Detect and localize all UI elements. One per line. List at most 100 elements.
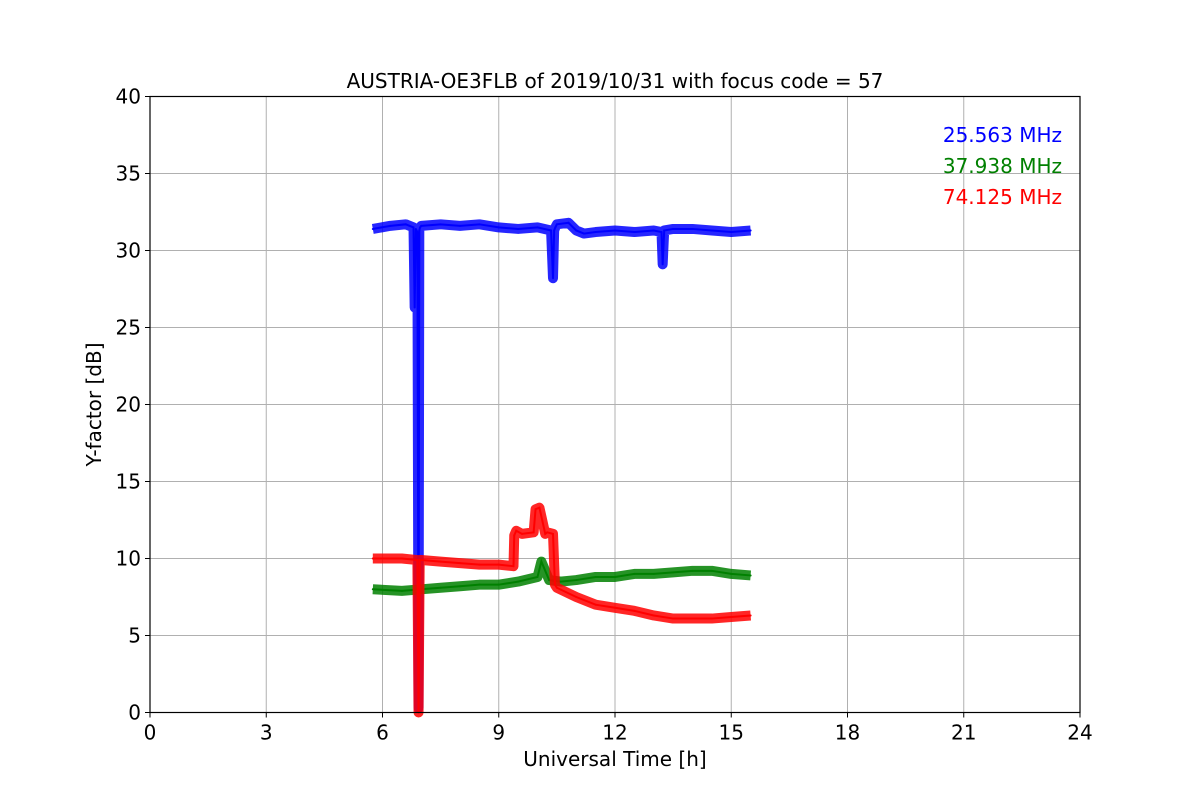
series-2-point <box>548 579 551 582</box>
series-1-point <box>389 224 392 227</box>
series-1-point <box>660 231 663 234</box>
series-1-point <box>371 227 374 230</box>
series-3-point <box>672 617 675 620</box>
series-3-point <box>478 563 481 566</box>
series-1-point <box>478 223 481 226</box>
series-3-point <box>553 583 556 586</box>
series-3-point <box>691 617 694 620</box>
series-1-point <box>536 226 539 229</box>
series-3-point <box>420 559 423 562</box>
series-3-point <box>730 616 733 619</box>
series-3-point <box>652 614 655 617</box>
series-2-point <box>478 583 481 586</box>
y-tick-label: 30 <box>116 239 141 263</box>
series-1-point <box>420 224 423 227</box>
series-1-point <box>652 229 655 232</box>
series-3-point <box>418 559 421 562</box>
chart-title: AUSTRIA-OE3FLB of 2019/10/31 with focus … <box>347 69 884 93</box>
series-1-point <box>419 226 422 229</box>
legend-entry-3: 74.125 MHz <box>943 185 1062 209</box>
series-1-point <box>414 227 417 230</box>
series-1-point <box>661 263 664 266</box>
series-1-point <box>416 231 419 234</box>
series-1-point <box>614 229 616 232</box>
series-1-point <box>567 221 570 224</box>
series-3-point <box>513 534 516 537</box>
series-3-point <box>532 531 535 534</box>
series-2-point <box>540 560 543 563</box>
series-3-point <box>594 603 597 606</box>
series-2-point <box>536 575 539 578</box>
y-tick-label: 5 <box>128 624 141 648</box>
series-3-point <box>416 559 419 562</box>
series-3-point <box>633 609 636 612</box>
series-1-point <box>439 223 442 226</box>
series-1-point <box>691 227 694 230</box>
legend: 25.563 MHz 37.938 MHz 74.125 MHz <box>943 123 1062 209</box>
series-1-point <box>710 229 713 232</box>
x-tick-label: 3 <box>260 721 273 745</box>
x-tick-label: 18 <box>835 721 860 745</box>
series-2-point <box>691 569 694 572</box>
series-2-point <box>400 589 403 592</box>
series-3-point <box>555 586 558 589</box>
y-tick-label: 0 <box>128 701 141 725</box>
series-1-point <box>554 226 557 229</box>
series-3-point <box>512 565 515 568</box>
series-1-point <box>550 229 553 232</box>
series-2-point <box>710 569 713 572</box>
series-3-point <box>515 529 518 532</box>
x-tick-label: 6 <box>376 721 389 745</box>
series-3-point <box>546 531 549 534</box>
x-tick-label: 21 <box>951 721 976 745</box>
series-3-point <box>544 532 547 535</box>
x-tick-label: 9 <box>492 721 505 745</box>
series-1-point <box>672 227 675 230</box>
x-tick-label: 12 <box>602 721 627 745</box>
series-3-point <box>371 557 374 560</box>
series-1-point <box>413 306 416 309</box>
series-2-point <box>497 583 500 586</box>
series-2-point <box>594 575 597 578</box>
legend-entry-2: 37.938 MHz <box>943 154 1062 178</box>
series-3-point <box>614 606 616 609</box>
x-tick-label: 0 <box>144 721 157 745</box>
series-2-point <box>749 574 752 577</box>
y-tick-label: 10 <box>116 547 141 571</box>
series-2-point <box>459 585 461 588</box>
series-1-point <box>517 227 520 230</box>
series-1-point <box>633 231 636 234</box>
series-2-point <box>575 579 578 582</box>
series-2-point <box>559 580 562 583</box>
legend-entry-1: 25.563 MHz <box>943 123 1062 147</box>
y-axis-label: Y-factor [dB] <box>82 342 106 467</box>
series-1-point <box>594 231 597 234</box>
series-2-point <box>633 572 636 575</box>
series-1-point <box>553 229 556 232</box>
series-1-point <box>418 229 421 232</box>
series-2-point <box>439 586 442 589</box>
series-2-point <box>371 588 374 591</box>
series-3-point <box>538 506 541 509</box>
series-1-point <box>412 226 415 229</box>
series-2-point <box>730 572 733 575</box>
series-1-point <box>555 223 558 226</box>
series-1-point <box>663 229 666 232</box>
series-3-point <box>439 560 442 563</box>
series-line-3 <box>372 506 751 713</box>
series-3-point <box>552 532 554 535</box>
series-2-point <box>652 572 655 575</box>
x-tick-label: 24 <box>1067 721 1092 745</box>
series-3-point <box>575 596 578 598</box>
series-3-point <box>400 557 403 560</box>
y-tick-label: 15 <box>116 470 141 494</box>
x-tick-label: 15 <box>719 721 744 745</box>
series-3-point <box>534 508 537 511</box>
series-1-point <box>575 229 578 232</box>
series-1-point <box>404 223 407 226</box>
series-1-point <box>749 229 752 232</box>
y-tick-label: 40 <box>116 85 141 109</box>
series-1-point <box>497 226 500 229</box>
